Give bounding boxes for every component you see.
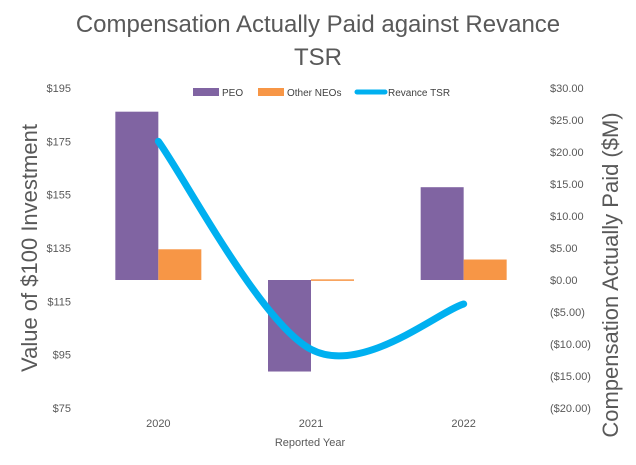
left-tick-label: $155 <box>47 190 71 202</box>
right-tick-label: $30.00 <box>550 83 584 95</box>
left-tick-label: $75 <box>53 403 71 415</box>
left-axis: $75 $95 $115 $135 $155 $175 $195 <box>47 83 71 415</box>
left-tick-label: $135 <box>47 243 71 255</box>
right-tick-label: ($15.00) <box>550 371 591 383</box>
left-tick-label: $95 <box>53 350 71 362</box>
right-tick-label: ($5.00) <box>550 307 585 319</box>
left-axis-title: Value of $100 Investment <box>17 124 42 372</box>
bar-peo-2020 <box>115 111 159 281</box>
right-tick-label: $20.00 <box>550 147 584 159</box>
bar-other-neos-2022 <box>463 259 507 280</box>
right-tick-label: $5.00 <box>550 243 578 255</box>
chart-title-line1: Compensation Actually Paid against Revan… <box>76 11 560 38</box>
x-axis-title: Reported Year <box>275 437 346 449</box>
chart-title-line2: TSR <box>294 44 342 71</box>
right-axis-title: Compensation Actually Paid ($M) <box>598 112 623 437</box>
legend-label-peo: PEO <box>222 88 243 99</box>
x-tick-label-2022: 2022 <box>451 418 475 430</box>
x-tick-label-2021: 2021 <box>299 418 323 430</box>
bar-other-neos-2020 <box>158 249 202 280</box>
line-revance-tsr <box>154 137 468 360</box>
right-tick-label: ($10.00) <box>550 339 591 351</box>
left-tick-label: $195 <box>47 83 71 95</box>
legend-label-revance-tsr: Revance TSR <box>388 88 450 99</box>
right-tick-label: ($20.00) <box>550 403 591 415</box>
right-tick-label: $0.00 <box>550 275 578 287</box>
x-axis: 2020 2021 2022 <box>146 418 476 430</box>
legend-swatch-peo <box>193 88 219 96</box>
bar-peo-2021 <box>268 280 311 372</box>
legend-label-other-neos: Other NEOs <box>287 88 341 99</box>
right-axis: ($20.00) ($15.00) ($10.00) ($5.00) $0.00 $5.0… <box>550 83 591 415</box>
right-tick-label: $15.00 <box>550 179 584 191</box>
lines <box>154 137 468 360</box>
bar-peo-2022 <box>420 187 464 280</box>
right-tick-label: $25.00 <box>550 115 584 127</box>
legend: PEO Other NEOs Revance TSR <box>193 88 450 99</box>
legend-swatch-other-neos <box>258 88 284 96</box>
left-tick-label: $175 <box>47 136 71 148</box>
bars <box>115 111 507 372</box>
right-tick-label: $10.00 <box>550 211 584 223</box>
left-tick-label: $115 <box>47 296 71 308</box>
x-tick-label-2020: 2020 <box>146 418 170 430</box>
bar-other-neos-2021 <box>311 279 354 281</box>
